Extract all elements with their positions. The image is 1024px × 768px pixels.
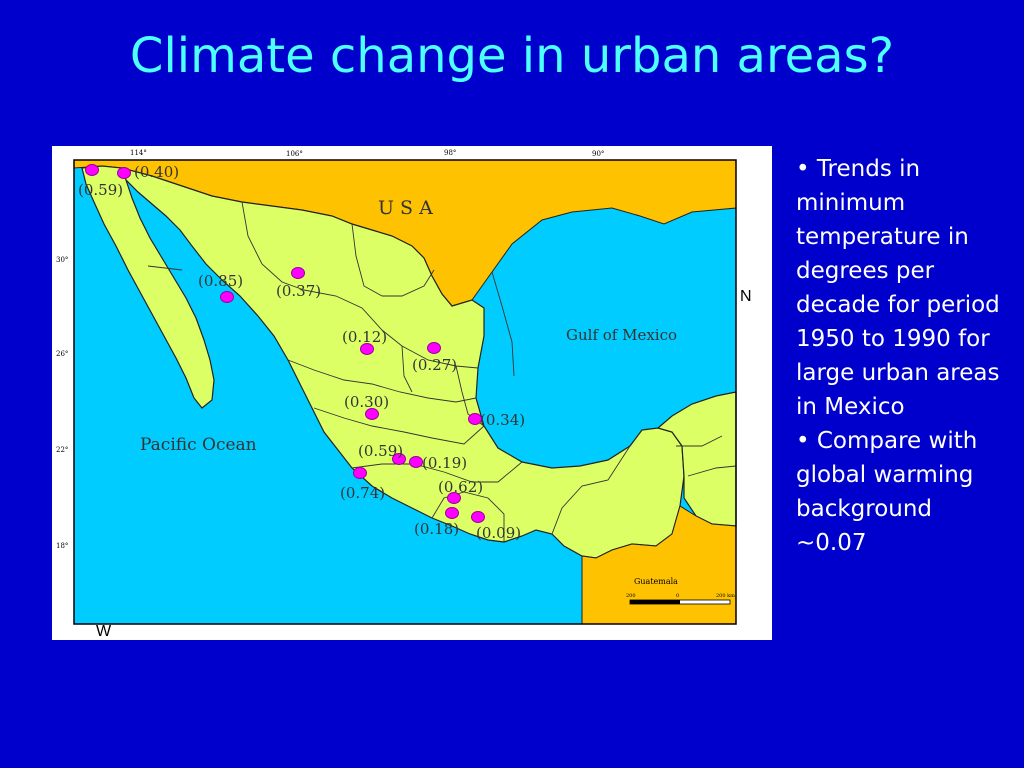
city-marker <box>85 164 99 176</box>
scale-tick: 0 <box>676 593 679 599</box>
guatemala-label: Guatemala <box>634 577 678 586</box>
city-trend-label: (0.37) <box>276 282 321 300</box>
bullet-item: • Compare with global warming background… <box>796 428 978 556</box>
north-label: N <box>740 288 752 305</box>
city-trend-label: (0.27) <box>412 356 457 374</box>
gulf-of-mexico-label: Gulf of Mexico <box>566 326 677 344</box>
city-trend-label: (0.59) <box>358 442 403 460</box>
latitude-tick: 30° <box>56 256 68 264</box>
city-trend-label: (0.19) <box>422 454 467 472</box>
city-marker <box>392 453 406 465</box>
longitude-tick: 106° <box>286 150 303 158</box>
city-marker <box>117 167 131 179</box>
city-marker <box>220 291 234 303</box>
longitude-tick: 90° <box>592 150 604 158</box>
city-trend-label: (0.59) <box>78 181 123 199</box>
usa-label: U S A <box>378 197 433 219</box>
mexico-map: 114° 106° 98° 90° 30° 26° 22° 18° U S A … <box>52 146 772 640</box>
city-trend-label: (0.18) <box>414 520 459 538</box>
city-marker <box>365 408 379 420</box>
scale-tick: 200 <box>626 593 636 599</box>
city-trend-label: (0.40) <box>134 163 179 181</box>
guatemala-landmass <box>581 505 737 625</box>
map-border <box>73 159 737 625</box>
city-markers <box>85 164 485 523</box>
city-marker <box>353 467 367 479</box>
west-label: W <box>96 623 112 640</box>
longitude-ticks: 114° 106° 98° 90° <box>130 149 604 158</box>
city-trend-label: (0.34) <box>480 411 525 429</box>
slide-title: Climate change in urban areas? <box>129 28 895 84</box>
city-trend-label: (0.09) <box>476 524 521 542</box>
city-marker <box>427 342 441 354</box>
city-trend-labels: (0.59) (0.40) (0.85) (0.37) (0.12) (0.27… <box>78 163 525 542</box>
latitude-tick: 22° <box>56 446 68 454</box>
pacific-ocean-label: Pacific Ocean <box>140 435 257 455</box>
state-borders <box>147 201 737 542</box>
city-marker <box>291 267 305 279</box>
city-trend-label: (0.85) <box>198 272 243 290</box>
city-trend-label: (0.12) <box>342 328 387 346</box>
longitude-tick: 98° <box>444 149 456 157</box>
scale-bar: 200 0 200 km <box>626 593 735 605</box>
latitude-tick: 18° <box>56 542 68 550</box>
scale-tick: 200 km <box>716 593 735 599</box>
city-marker <box>468 413 482 425</box>
city-marker <box>445 507 459 519</box>
city-trend-label: (0.30) <box>344 393 389 411</box>
bullet-item: • Trends in minimum temperature in degre… <box>796 156 1000 420</box>
latitude-tick: 26° <box>56 350 68 358</box>
city-marker <box>360 343 374 355</box>
city-trend-label: (0.74) <box>340 484 385 502</box>
city-trend-label: (0.62) <box>438 478 483 496</box>
longitude-tick: 114° <box>130 149 147 157</box>
bullet-list: • Trends in minimum temperature in degre… <box>796 152 1006 560</box>
map-canvas: 114° 106° 98° 90° 30° 26° 22° 18° U S A … <box>56 149 752 640</box>
city-marker <box>447 492 461 504</box>
city-marker <box>471 511 485 523</box>
latitude-ticks: 30° 26° 22° 18° <box>56 256 68 550</box>
baja-california <box>81 165 215 409</box>
city-marker <box>409 456 423 468</box>
